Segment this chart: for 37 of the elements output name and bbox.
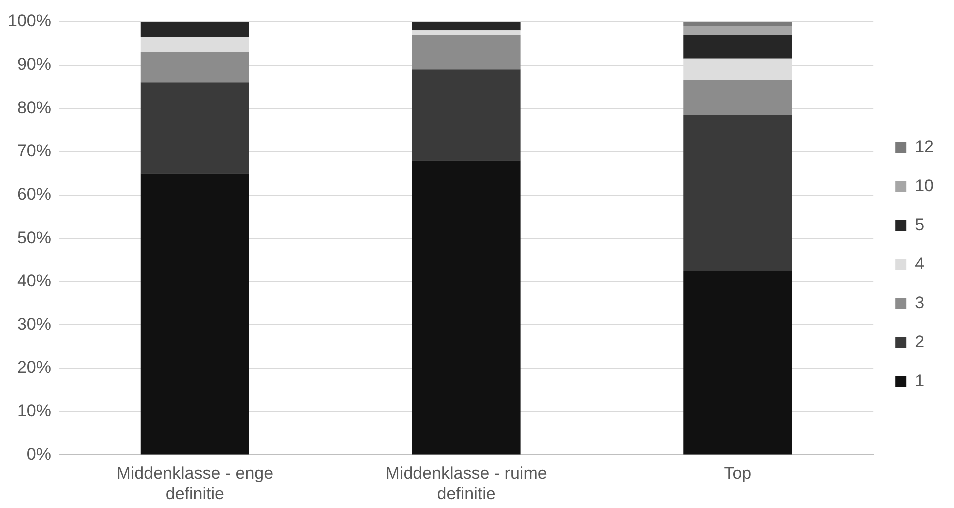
legend-label: 5 [915, 216, 925, 235]
bar [412, 160, 521, 455]
y-tick-label: 70% [17, 142, 52, 161]
bar [412, 30, 521, 35]
y-tick-label: 40% [17, 272, 52, 291]
y-tick-label: 80% [17, 98, 52, 118]
bar [140, 52, 250, 83]
y-tick-label: 0% [26, 444, 52, 464]
y-tick-label: 90% [17, 55, 52, 74]
legend-label: 4 [915, 254, 925, 274]
bar [412, 34, 521, 70]
y-tick-label: 50% [17, 228, 52, 248]
x-tick-label: Middenklasse - ruime definitie [386, 464, 548, 504]
bar [684, 80, 792, 116]
legend-label: 12 [915, 138, 934, 157]
bar [684, 271, 792, 455]
y-tick-label: 10% [17, 402, 52, 421]
x-tick-label: Top [724, 464, 752, 484]
bar [684, 26, 792, 35]
x-tick-label: Middenklasse - enge definitie [116, 464, 274, 504]
bar [140, 37, 250, 52]
legend-label: 2 [915, 332, 925, 352]
bar [412, 70, 521, 161]
y-tick-label: 20% [17, 358, 52, 378]
bar [140, 174, 250, 455]
bar [140, 82, 250, 174]
bar [684, 34, 792, 59]
bar [140, 22, 250, 38]
legend-label: 3 [915, 294, 925, 313]
legend-label: 1 [915, 372, 925, 391]
y-tick-label: 100% [8, 12, 52, 31]
bar [684, 22, 792, 26]
bar [684, 115, 792, 272]
legend-label: 10 [915, 176, 934, 196]
y-tick-label: 30% [17, 314, 52, 334]
y-tick-label: 60% [17, 184, 52, 204]
bar [412, 22, 521, 31]
